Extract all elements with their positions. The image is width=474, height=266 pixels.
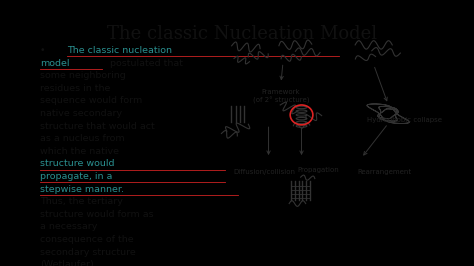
Text: Rearrangement: Rearrangement <box>357 169 411 174</box>
Text: residues in the: residues in the <box>40 84 110 93</box>
Text: structure would: structure would <box>40 159 114 168</box>
Text: some neighboring: some neighboring <box>40 71 126 80</box>
Text: as a nucleus from: as a nucleus from <box>40 134 124 143</box>
Text: which the native: which the native <box>40 147 118 156</box>
Text: structure would form as: structure would form as <box>40 210 153 219</box>
Text: secondary structure: secondary structure <box>40 248 136 257</box>
Text: a necessary: a necessary <box>40 222 97 231</box>
Text: Hydrophobic collapse: Hydrophobic collapse <box>367 117 442 123</box>
Text: Diffusion/collision: Diffusion/collision <box>233 169 295 174</box>
Text: •: • <box>40 46 48 55</box>
Text: consequence of the: consequence of the <box>40 235 133 244</box>
Text: postulated that: postulated that <box>107 59 183 68</box>
Text: propagate, in a: propagate, in a <box>40 172 112 181</box>
Text: native secondary: native secondary <box>40 109 122 118</box>
Text: Thus, the tertiary: Thus, the tertiary <box>40 197 123 206</box>
Text: stepwise manner.: stepwise manner. <box>40 185 124 194</box>
Text: structure that would act: structure that would act <box>40 122 155 131</box>
Text: Framework
(of 2° structure): Framework (of 2° structure) <box>253 89 309 103</box>
Text: The classic nucleation: The classic nucleation <box>66 46 172 55</box>
Text: sequence would form: sequence would form <box>40 97 142 106</box>
Text: model: model <box>40 59 69 68</box>
Text: Propagation: Propagation <box>297 167 339 173</box>
Text: (Wetlaufer).: (Wetlaufer). <box>40 260 96 266</box>
Text: The classic Nucleation Model: The classic Nucleation Model <box>107 25 377 43</box>
